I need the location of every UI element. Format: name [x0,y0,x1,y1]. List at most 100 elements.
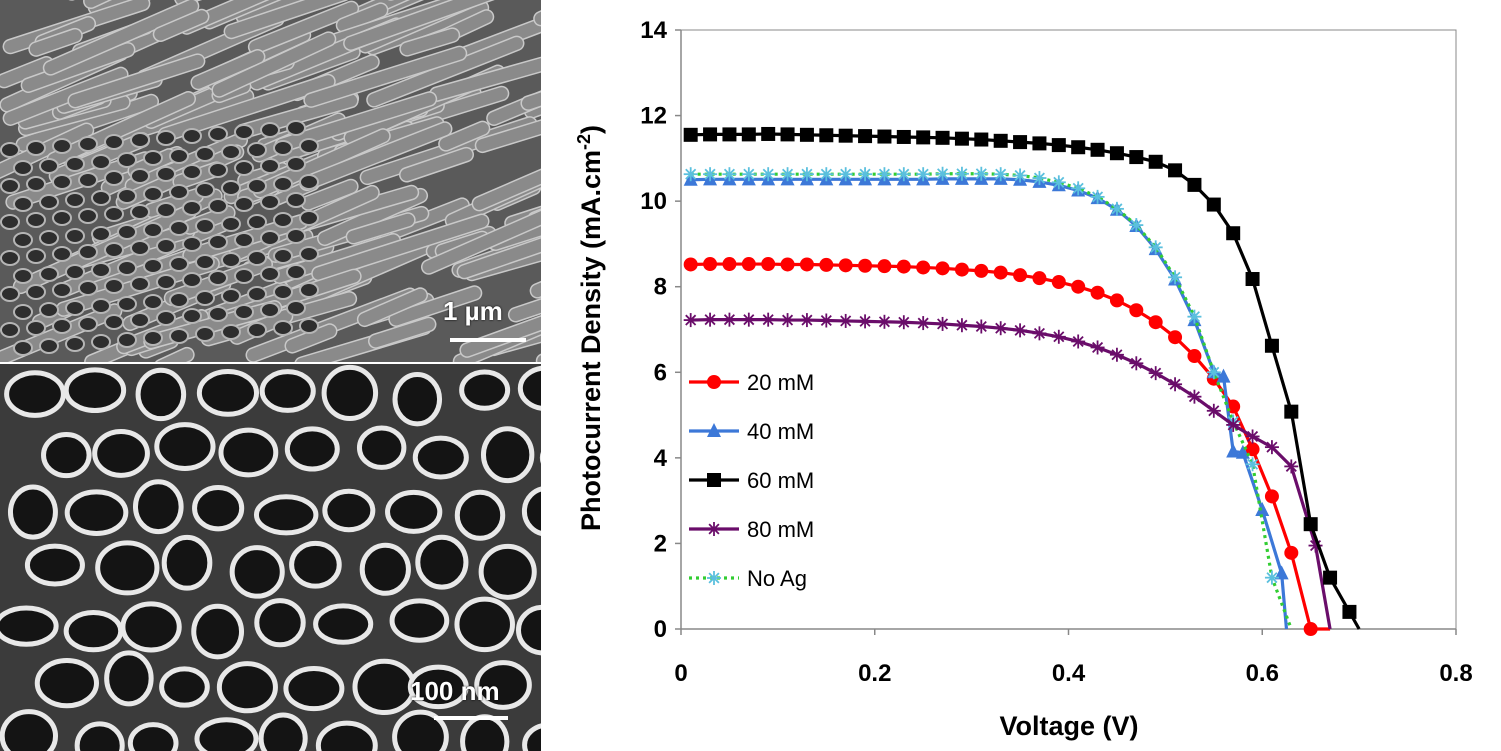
data-point-no-ag [703,167,718,182]
data-point-80-mm [1109,347,1124,362]
legend-marker-40-mm [707,423,721,437]
nanotube-mouth [247,250,267,266]
nanotube-mouth [286,192,306,208]
nanotube-mouth [221,180,241,196]
data-point-no-ag [741,167,756,182]
data-point-60-mm [1226,226,1241,241]
nanotube-mouth [182,128,202,144]
data-point-60-mm [974,132,989,147]
nanotube-opening [392,709,449,751]
nanotube-mouth [299,210,319,226]
y-tick-label: 6 [654,359,667,386]
nanotube-opening [254,598,306,648]
nanotube-opening [63,610,124,653]
nanotube-mouth [195,290,215,306]
nanotube-mouth [260,230,280,246]
nanotube-mouth [104,134,124,150]
nanotube-mouth [39,266,59,282]
series-line-80-mm [690,318,1332,630]
nanotube-mouth [39,158,59,174]
nanotube-mouth [65,156,85,172]
nanotube-mouth [65,192,85,208]
nanotube-mouth [208,270,228,286]
nanotube-side [345,212,416,245]
nanotube-mouth [91,298,111,314]
nanotube-mouth [65,300,85,316]
nanotube-mouth [117,260,137,276]
data-point-60-mm [1148,154,1163,169]
nanotube-side [529,215,541,299]
scalebar-label-bottom: 100 nm [410,676,500,706]
nanotube-mouth [65,336,85,352]
nanotube-mouth [52,138,72,154]
nanotube-mouth [195,182,215,198]
data-point-60-mm [993,133,1008,148]
nanotube-mouth [169,220,189,236]
nanotube-side [471,166,541,212]
nanotube-opening [478,543,537,600]
nanotube-mouth [260,302,280,318]
data-point-80-mm [1187,389,1202,404]
nanotube-mouth [234,304,254,320]
series-no-ag [683,166,1293,630]
data-point-60-mm [858,129,873,144]
nanotube-side [28,27,83,57]
data-point-60-mm [780,127,795,142]
nanotube-mouth [247,286,267,302]
nanotube-mouth [156,310,176,326]
nanotube-mouth [117,296,137,312]
nanotube-opening [192,485,245,532]
legend-label-20-mm: 20 mM [747,370,814,395]
y-tick-label: 2 [654,530,667,557]
sem-top-view-texture [0,364,541,751]
nanotube-side [223,0,352,40]
nanotube-mouth [130,204,150,220]
nanotube-mouth [273,176,293,192]
data-point-20-mm [819,257,834,272]
nanotube-opening [63,367,127,414]
data-point-no-ag [1013,168,1028,183]
data-point-no-ag [954,166,969,181]
legend-item-40-mm: 40 mM [689,419,814,444]
data-point-60-mm [1071,140,1086,155]
nanotube-opening [194,717,259,751]
data-point-no-ag [1051,175,1066,190]
nanotube-mouth [104,242,124,258]
nanotube-mouth [0,322,20,338]
nanotube-mouth [234,232,254,248]
data-point-no-ag [1168,270,1183,285]
data-point-40-mm [1235,444,1250,459]
nanotube-mouth [117,152,137,168]
nanotube-opening [517,365,541,411]
nanotube-mouth [195,146,215,162]
nanotube-mouth [130,312,150,328]
nanotube-opening [474,660,532,710]
nanotube-mouth [0,286,20,302]
y-tick-label: 12 [640,103,667,130]
nanotube-mouth [13,160,33,176]
data-point-60-mm [799,127,814,142]
nanotube-mouth [39,230,59,246]
nanotube-mouth [221,252,241,268]
nanotube-side [83,0,135,10]
data-point-80-mm [780,313,795,328]
nanotube-mouth [39,338,59,354]
nanotube-mouth [52,318,72,334]
x-tick-label: 0.6 [1246,660,1279,687]
nanotube-mouth [260,122,280,138]
series-80-mm [683,312,1332,630]
legend-label-60-mm: 60 mM [747,468,814,493]
data-point-80-mm [974,319,989,334]
nanotube-mouth [221,324,241,340]
data-point-60-mm [1051,138,1066,153]
nanotube-mouth [117,224,137,240]
nanotube-opening [4,370,66,418]
y-axis-title: Photocurrent Density (mA.cm-2) [574,125,606,531]
nanotube-mouth [208,162,228,178]
data-point-20-mm [1168,330,1183,345]
nanotube-opening [385,489,443,534]
nanotube-mouth [0,250,20,266]
legend-marker-60-mm [707,473,721,487]
nanotube-side [311,213,490,282]
data-point-20-mm [1148,315,1163,330]
